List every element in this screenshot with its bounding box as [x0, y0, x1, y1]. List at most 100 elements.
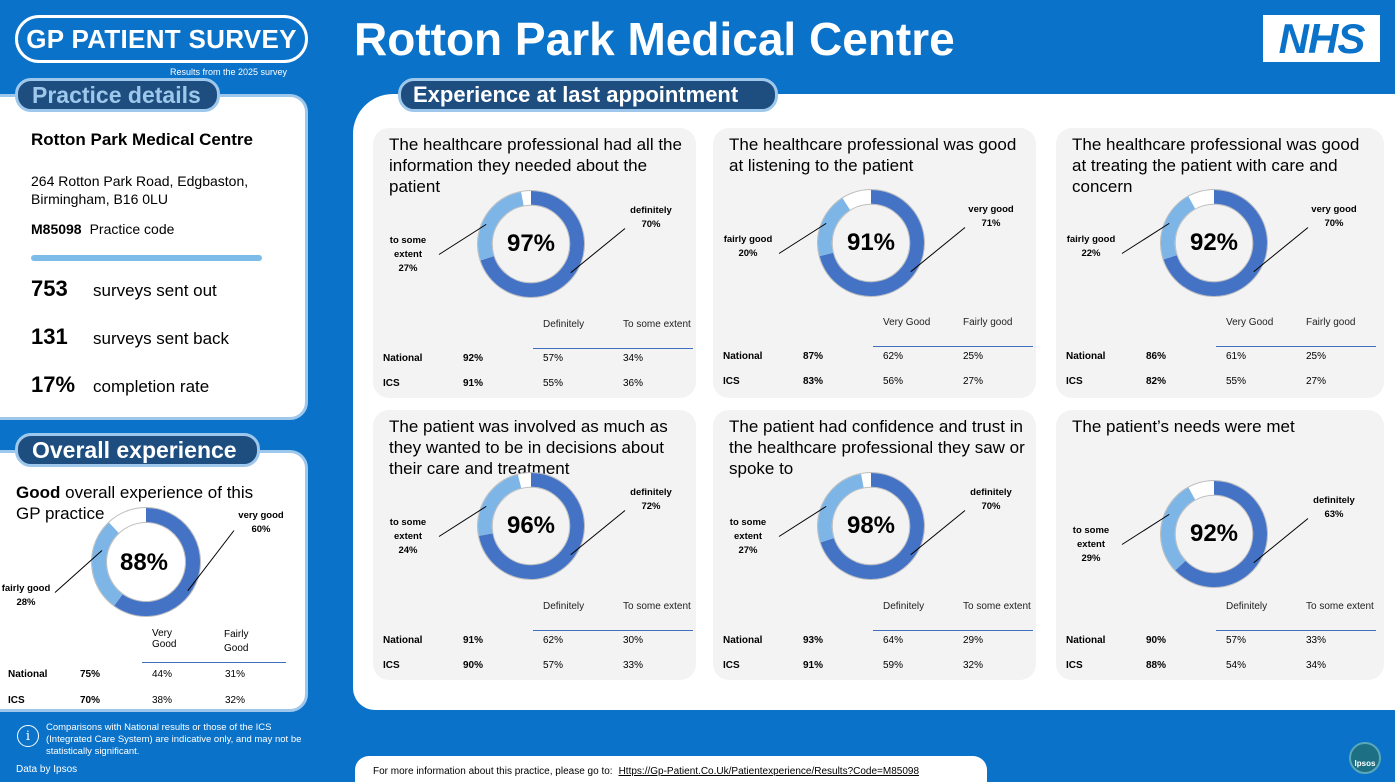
row-value-b: 33%	[623, 660, 644, 671]
row-total: 86%	[1146, 351, 1167, 362]
stat-sent-out: 753 surveys sent out	[31, 276, 217, 302]
question-card: The patient was involved as much as they…	[373, 410, 696, 680]
segment-b-value: 20%	[738, 248, 758, 259]
row-label: National	[383, 635, 423, 646]
overall-label-fairly-good: fairly good 28%	[0, 582, 54, 610]
overall-row-total: 75%	[80, 669, 101, 680]
column-header-a: Definitely	[543, 601, 585, 612]
row-value-a: 55%	[1226, 376, 1247, 387]
row-value-b: 30%	[623, 635, 644, 646]
segment-b-label: to some extent 24%	[379, 516, 437, 558]
row-value-b: 25%	[963, 351, 984, 362]
segment-a-label: definitely 70%	[961, 486, 1021, 514]
donut-segment-a	[820, 473, 924, 579]
column-header-a: Very Good	[1226, 317, 1274, 328]
row-value-b: 34%	[623, 353, 644, 364]
segment-a-name: definitely	[630, 205, 672, 216]
header-rule	[1216, 346, 1376, 347]
segment-b-value: 29%	[1081, 553, 1101, 564]
page-title: Rotton Park Medical Centre	[354, 13, 955, 65]
label-name: very good	[238, 510, 284, 521]
more-info-bar: For more information about this practice…	[355, 756, 987, 782]
overall-segment-fairly-good	[92, 522, 123, 606]
row-value-b: 27%	[1306, 376, 1327, 387]
header-rule	[1216, 630, 1376, 631]
question-card: The patient’s needs were met 92% definitel…	[1056, 410, 1384, 680]
segment-a-value: 70%	[1324, 218, 1344, 229]
donut-chart	[1159, 188, 1269, 298]
segment-b-value: 24%	[398, 545, 418, 556]
row-value-a: 55%	[543, 378, 564, 389]
gp-patient-survey-logo: GP PATIENT SURVEY	[15, 15, 308, 63]
segment-b-name: to some extent	[389, 517, 427, 542]
row-value-a: 62%	[883, 351, 904, 362]
segment-b-name: to some extent	[729, 517, 767, 542]
row-label: National	[723, 635, 763, 646]
overall-label-very-good: very good 60%	[232, 509, 290, 537]
row-label: National	[1066, 635, 1106, 646]
segment-a-label: very good 70%	[1304, 203, 1364, 231]
donut-segment-a	[478, 473, 584, 579]
more-info-text: For more information about this practice…	[373, 766, 613, 777]
practice-results-link[interactable]: Https://Gp-Patient.Co.Uk/Patientexperien…	[618, 766, 920, 777]
question-card: The patient had confidence and trust in …	[713, 410, 1036, 680]
divider-bar	[31, 255, 262, 261]
donut-segment-b	[818, 473, 864, 543]
segment-b-label: to some extent 29%	[1062, 524, 1120, 566]
practice-details-tab: Practice details	[15, 78, 220, 112]
practice-code: M85098 Practice code	[31, 221, 174, 237]
row-total: 91%	[803, 660, 824, 671]
segment-b-name: to some extent	[1072, 525, 1110, 550]
row-value-b: 27%	[963, 376, 984, 387]
practice-code-value: M85098	[31, 221, 82, 237]
segment-b-label: fairly good 22%	[1062, 233, 1120, 261]
question-title: The healthcare professional had all the …	[389, 135, 682, 196]
segment-a-label: very good 71%	[961, 203, 1021, 231]
question-card: The healthcare professional was good at …	[1056, 128, 1384, 398]
segment-a-value: 71%	[981, 218, 1001, 229]
address-line-2: Birmingham, B16 0LU	[31, 191, 168, 207]
row-total: 87%	[803, 351, 824, 362]
row-value-a: 57%	[1226, 635, 1247, 646]
row-total: 93%	[803, 635, 824, 646]
row-value-a: 62%	[543, 635, 564, 646]
question-card: The healthcare professional was good at …	[713, 128, 1036, 398]
row-total: 91%	[463, 635, 484, 646]
donut-chart	[1159, 479, 1269, 589]
segment-b-label: fairly good 20%	[719, 233, 777, 261]
donut-segment-a	[1175, 481, 1267, 587]
row-value-b: 34%	[1306, 660, 1327, 671]
total-percentage: 92%	[1189, 229, 1239, 256]
donut-segment-b	[818, 198, 851, 257]
overall-experience-tab: Overall experience	[15, 433, 260, 467]
column-header-a: Very Good	[883, 317, 931, 328]
overall-rating-word: Good	[16, 483, 61, 502]
stat-completion-rate: 17% completion rate	[31, 372, 209, 398]
stat-label: completion rate	[93, 377, 210, 396]
total-percentage: 98%	[846, 512, 896, 539]
header-rule	[873, 630, 1033, 631]
row-total: 90%	[1146, 635, 1167, 646]
info-icon: i	[17, 725, 39, 747]
practice-code-label: Practice code	[89, 221, 175, 237]
segment-b-name: fairly good	[1066, 234, 1116, 245]
column-header-b: To some extent	[623, 319, 691, 330]
overall-experience-text: Good overall experience of this GP pract…	[16, 482, 266, 524]
overall-header-a: Very Good	[152, 628, 177, 650]
donut-segment-b	[478, 191, 524, 261]
segment-b-value: 22%	[1081, 248, 1101, 259]
question-title: The healthcare professional was good at …	[1072, 135, 1360, 196]
header-rule	[533, 630, 693, 631]
segment-a-name: very good	[968, 204, 1014, 215]
column-header-b: Fairly good	[963, 317, 1013, 328]
segment-a-label: definitely 72%	[621, 486, 681, 514]
question-title: The patient’s needs were met	[1072, 417, 1295, 436]
total-percentage: 97%	[506, 230, 556, 257]
donut-segment-a	[480, 191, 584, 297]
row-label: ICS	[1066, 376, 1083, 387]
survey-year-caption: Results from the 2025 survey	[170, 67, 288, 77]
segment-b-name: fairly good	[723, 234, 773, 245]
stat-number: 753	[31, 276, 68, 301]
donut-chart	[91, 507, 201, 617]
segment-a-value: 70%	[981, 501, 1001, 512]
